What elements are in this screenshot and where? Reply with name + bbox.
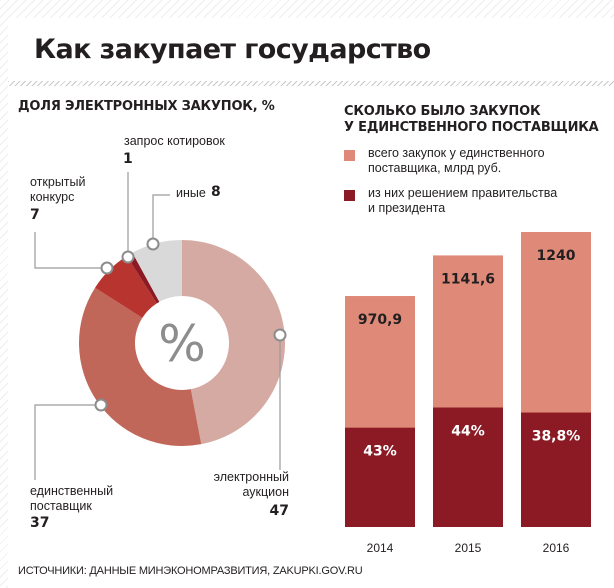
- legend-item-government: из них решением правительства и президен…: [344, 186, 606, 220]
- x-tick-2016: 2016: [543, 541, 570, 555]
- bar-percent-label-2014: 43%: [363, 444, 397, 460]
- bar-value-label-2015: 1141,6: [441, 271, 495, 287]
- leader-line-3: [152, 194, 170, 244]
- source-note: ИСТОЧНИКИ: ДАННЫЕ МИНЭКОНОМРАЗВИТИЯ, ZAK…: [18, 565, 363, 577]
- slice-value-open-tender: 7: [30, 207, 40, 223]
- bar-government-2016: [521, 412, 591, 527]
- bar-percent-label-2015: 44%: [451, 424, 485, 440]
- leader-marker-4: [94, 398, 108, 412]
- leader-line-4: [34, 404, 101, 480]
- leader-marker-0: [273, 328, 287, 342]
- slice-label-open-tender-2: конкурс: [30, 190, 75, 204]
- bar-value-label-2014: 970,9: [358, 312, 402, 328]
- donut-heading: ДОЛЯ ЭЛЕКТРОННЫХ ЗАКУПОК, %: [18, 99, 275, 114]
- slice-label-open-tender-1: открытый: [30, 175, 86, 189]
- legend-total-line2: поставщика, млрд руб.: [368, 161, 502, 175]
- slice-label-auction-2: аукцион: [242, 485, 289, 499]
- x-tick-2015: 2015: [455, 541, 482, 555]
- legend-total-line1: всего закупок у единственного: [368, 146, 545, 160]
- bars-heading-line2: У ЕДИНСТВЕННОГО ПОСТАВЩИКА: [344, 120, 599, 135]
- leader-marker-2: [121, 250, 135, 264]
- slice-label-quotes: запрос котировок: [124, 134, 225, 148]
- leader-marker-3: [146, 237, 160, 251]
- bar-government-2014: [345, 427, 415, 527]
- slice-label-single-supplier-1: единственный: [30, 484, 114, 498]
- donut-slice-0: [182, 240, 286, 445]
- slice-value-single-supplier: 37: [30, 515, 50, 531]
- donut-slice-3: [126, 252, 160, 304]
- legend-government-line2: и президента: [368, 201, 446, 215]
- donut-center-symbol: %: [158, 315, 206, 373]
- bars-heading-line1: СКОЛЬКО БЫЛО ЗАКУПОК: [344, 104, 541, 119]
- leader-line-1: [34, 232, 107, 269]
- slice-label-other: иные: [176, 186, 206, 200]
- bar-government-2015: [433, 407, 503, 527]
- leader-marker-1: [100, 261, 114, 275]
- slice-value-other: 8: [211, 184, 221, 200]
- legend-swatch-government: [344, 190, 355, 201]
- bar-percent-label-2016: 38,8%: [532, 429, 581, 445]
- slice-value-quotes: 1: [123, 151, 133, 167]
- bar-value-label-2016: 1240: [537, 248, 576, 264]
- slice-label-auction-1: электронный: [213, 470, 289, 484]
- legend-swatch-total: [344, 150, 355, 161]
- legend-government-line1: из них решением правительства: [368, 186, 558, 200]
- legend-item-total: всего закупок у единственного поставщика…: [344, 146, 606, 180]
- slice-value-auction: 47: [269, 503, 289, 519]
- title-rule: [8, 81, 614, 86]
- page-title: Как закупает государство: [34, 34, 431, 65]
- donut-slice-1: [78, 287, 202, 447]
- donut-slice-4: [132, 240, 182, 302]
- slice-label-single-supplier-2: поставщик: [30, 499, 92, 513]
- x-tick-2014: 2014: [367, 541, 394, 555]
